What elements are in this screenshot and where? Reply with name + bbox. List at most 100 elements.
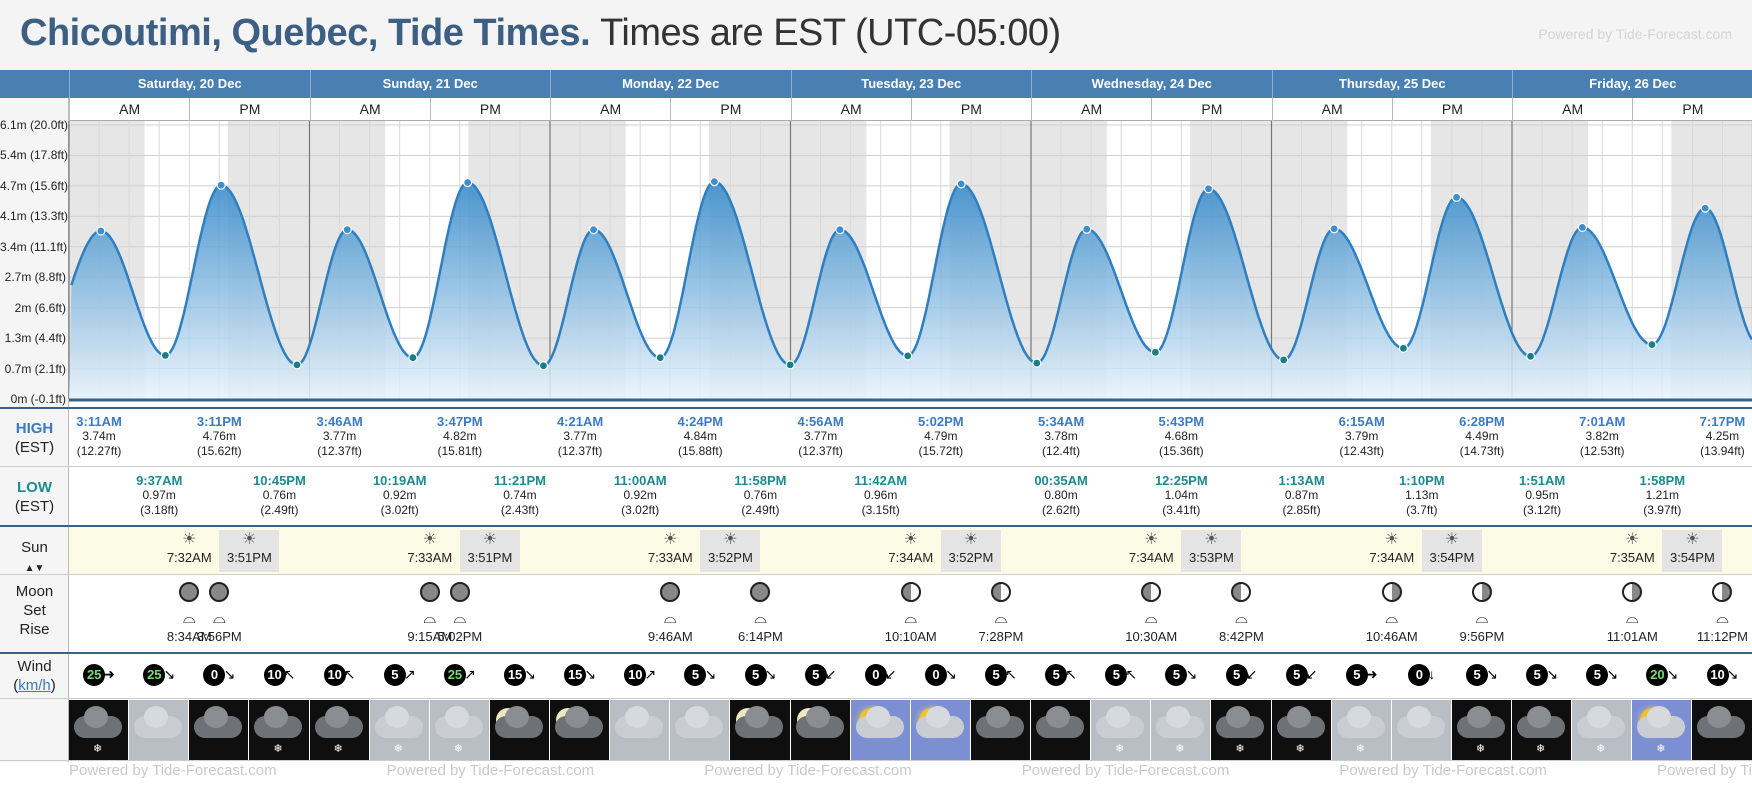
cloud-icon	[1396, 706, 1445, 738]
wind-speed-badge: 25	[443, 664, 466, 686]
wind-direction-icon: ↖	[1125, 666, 1138, 682]
sun-label: Sun	[21, 539, 48, 556]
high-tide-point[interactable]	[1451, 192, 1462, 202]
high-tide-height-m: 4.84m	[683, 429, 717, 443]
low-tide-height-ft: (3.97ft)	[1643, 503, 1682, 517]
high-tide-point[interactable]	[1577, 222, 1587, 233]
high-tide-height-ft: (15.62ft)	[196, 444, 242, 458]
wind-unit-link[interactable]: km/h	[18, 677, 51, 694]
moon-rise-set-icon: ⌓	[212, 610, 226, 627]
wind-direction-icon: ↘	[1486, 666, 1498, 682]
high-tide-point[interactable]	[956, 179, 966, 189]
wind-speed-badge: 5	[744, 664, 767, 686]
sunrise-cell: ☀ 7:33AM	[640, 530, 700, 572]
high-tide-point[interactable]	[96, 226, 106, 236]
powered-by-top[interactable]: Powered by Tide-Forecast.com	[1538, 26, 1732, 42]
wind-cell: 10 ↖	[249, 660, 309, 690]
wind-cell: 15 ↘	[490, 660, 550, 690]
moon-rise-set-icon: ⌓	[453, 610, 467, 627]
cloud-icon	[1336, 706, 1385, 738]
high-tide-point[interactable]	[835, 225, 845, 235]
cloud-icon	[1697, 706, 1746, 738]
high-tide-point[interactable]	[1700, 203, 1710, 213]
cloud-snow-day-icon: ❄	[429, 700, 489, 760]
low-tide-point[interactable]	[1647, 340, 1657, 350]
moon-time: 10:10AM	[884, 629, 937, 644]
y-tick-label: 5.4m (17.8ft)	[0, 148, 69, 163]
low-tide-point[interactable]	[538, 361, 549, 371]
wind-speed-badge: 5	[985, 664, 1008, 686]
wind-speed-badge: 10	[263, 664, 286, 686]
sunset-time: 3:51PM	[467, 550, 513, 565]
moon-cell: ⌓ 3:56PM	[189, 580, 249, 650]
high-tide-height-ft: (12.37ft)	[798, 444, 843, 458]
low-tide-point[interactable]	[1150, 347, 1161, 357]
sunrise-time: 7:34AM	[888, 550, 934, 565]
high-tide-point[interactable]	[709, 176, 719, 187]
high-tide-height-m: 3.82m	[1585, 429, 1619, 443]
wind-speed-badge: 5	[1526, 664, 1549, 686]
moon-cell: ⌓ 8:34AM	[159, 580, 219, 650]
sunset-icon: ☀	[963, 531, 979, 548]
wind-cell: 5 ↘	[1151, 660, 1211, 690]
moon-cloud-night-icon	[730, 700, 790, 760]
low-tide-point[interactable]	[292, 360, 302, 370]
snowflake-icon: ❄	[1235, 743, 1245, 755]
high-tide-point[interactable]	[1329, 224, 1339, 234]
low-tide-height-ft: (3.12ft)	[1523, 503, 1562, 517]
high-tide-point[interactable]	[1082, 224, 1092, 234]
wind-speed-badge: 5	[1586, 664, 1609, 686]
moon-phase-icon	[419, 582, 440, 602]
wind-direction-icon: ↘	[163, 666, 176, 682]
day-header-bar	[0, 70, 1752, 98]
high-tide-point[interactable]	[342, 225, 352, 235]
tide-line	[70, 180, 1752, 368]
low-tide-cell: 10:19AM 0.92m (3.02ft)	[370, 473, 430, 518]
sunrise-icon: ☀	[1625, 531, 1640, 548]
low-tide-point[interactable]	[1279, 355, 1289, 365]
powered-by-bottom: Powered by Tide-Forecast.com Powered by T…	[69, 762, 1752, 787]
wind-cell: 5 ↗	[370, 660, 430, 690]
wind-speed-badge: 15	[564, 664, 587, 686]
low-tide-height-m: 0.76m	[262, 488, 297, 502]
y-tick-label: 2.7m (8.8ft)	[4, 270, 66, 285]
high-tide-point[interactable]	[1203, 184, 1214, 194]
high-tide-point[interactable]	[588, 225, 599, 235]
sunrise-cell: ☀ 7:34AM	[1362, 530, 1422, 572]
snowflake-icon: ❄	[1355, 743, 1365, 755]
low-tide-height-ft: (3.41ft)	[1162, 503, 1201, 517]
cloud-day-icon	[1391, 700, 1451, 760]
high-tide-point[interactable]	[463, 177, 473, 188]
cloud-icon	[194, 706, 243, 738]
low-tide-point[interactable]	[160, 350, 170, 361]
sunset-icon: ☀	[482, 531, 498, 548]
wind-cell: 20 ↘	[1632, 660, 1692, 690]
wind-speed-badge: 10	[323, 664, 346, 686]
cloud-snow-night-icon: ❄	[1271, 700, 1331, 760]
low-tide-point[interactable]	[1032, 358, 1042, 368]
low-tide-point[interactable]	[1525, 351, 1536, 361]
low-tide-point[interactable]	[903, 351, 913, 361]
high-tide-point[interactable]	[216, 180, 226, 190]
low-tide-point[interactable]	[1398, 343, 1409, 353]
y-tick-label: 3.4m (11.1ft)	[0, 239, 68, 254]
wind-speed-badge: 5	[1105, 664, 1128, 686]
wind-cell: 10 ↖	[310, 660, 370, 690]
cloud-snow-night-icon: ❄	[1451, 700, 1511, 760]
sunrise-time: 7:32AM	[166, 550, 212, 565]
low-tide-point[interactable]	[655, 353, 665, 363]
high-tide-height-ft: (15.81ft)	[437, 444, 483, 458]
cloud-snow-night-icon: ❄	[1211, 700, 1271, 760]
high-tide-height-ft: (12.43ft)	[1339, 444, 1385, 458]
high-tide-cell: 4:56AM 3.77m (12.37ft)	[791, 414, 851, 459]
high-tide-time: 6:15AM	[1338, 414, 1385, 429]
high-tide-height-m: 3.77m	[322, 429, 357, 443]
cloud-icon	[555, 706, 603, 738]
wind-direction-icon: ➜	[103, 666, 115, 682]
day-header: Wednesday, 24 Dec	[1031, 70, 1272, 98]
low-tide-point[interactable]	[408, 353, 418, 363]
wind-speed-badge: 5	[1345, 664, 1368, 686]
low-tide-point[interactable]	[785, 360, 795, 370]
sunset-cell: ☀ 3:51PM	[219, 530, 280, 572]
sunrise-cell: ☀ 7:34AM	[1121, 530, 1181, 572]
